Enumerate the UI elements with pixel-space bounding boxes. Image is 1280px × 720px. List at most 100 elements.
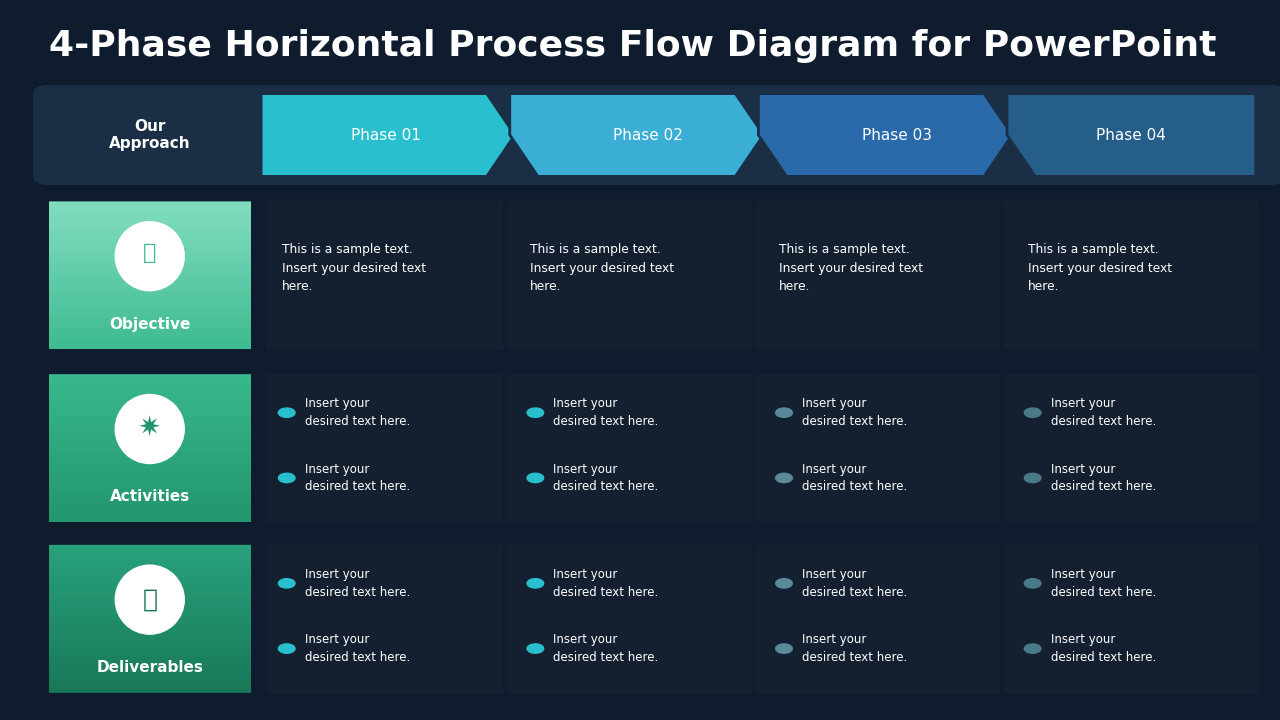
Bar: [49, 420, 251, 423]
Bar: [49, 265, 251, 268]
Bar: [49, 317, 251, 320]
Text: Insert your
desired text here.: Insert your desired text here.: [1051, 568, 1156, 598]
Bar: [49, 633, 251, 636]
Text: Phase 02: Phase 02: [613, 127, 684, 143]
Circle shape: [527, 408, 544, 418]
Bar: [49, 253, 251, 256]
Circle shape: [527, 579, 544, 588]
Ellipse shape: [115, 564, 184, 635]
Bar: [49, 216, 251, 219]
Bar: [49, 398, 251, 402]
Bar: [49, 282, 251, 285]
FancyBboxPatch shape: [504, 372, 763, 525]
Circle shape: [527, 644, 544, 653]
Bar: [49, 225, 251, 229]
Bar: [49, 546, 251, 550]
Text: Insert your
desired text here.: Insert your desired text here.: [553, 463, 658, 493]
Bar: [49, 307, 251, 310]
Circle shape: [1024, 644, 1041, 653]
Bar: [49, 672, 251, 675]
Bar: [49, 386, 251, 389]
FancyBboxPatch shape: [256, 199, 515, 352]
FancyBboxPatch shape: [1002, 372, 1261, 525]
Circle shape: [279, 644, 296, 653]
Bar: [49, 334, 251, 337]
Text: Insert your
desired text here.: Insert your desired text here.: [305, 463, 410, 493]
Bar: [49, 336, 251, 339]
Circle shape: [1024, 408, 1041, 418]
Bar: [49, 248, 251, 251]
Bar: [49, 262, 251, 266]
Bar: [49, 423, 251, 426]
Bar: [49, 504, 251, 507]
FancyBboxPatch shape: [1002, 199, 1261, 352]
Bar: [49, 410, 251, 414]
Bar: [49, 623, 251, 626]
Bar: [49, 238, 251, 241]
Circle shape: [1024, 579, 1041, 588]
FancyBboxPatch shape: [504, 542, 763, 696]
Bar: [49, 211, 251, 214]
Bar: [49, 431, 251, 433]
Bar: [49, 480, 251, 482]
Bar: [49, 206, 251, 209]
Bar: [49, 413, 251, 416]
Bar: [49, 667, 251, 670]
Bar: [49, 616, 251, 618]
Text: Insert your
desired text here.: Insert your desired text here.: [553, 397, 658, 428]
FancyBboxPatch shape: [753, 372, 1012, 525]
Bar: [49, 260, 251, 263]
Bar: [49, 258, 251, 261]
Bar: [49, 393, 251, 397]
FancyBboxPatch shape: [256, 542, 515, 696]
Bar: [49, 279, 251, 283]
Bar: [49, 300, 251, 302]
Bar: [49, 670, 251, 673]
Polygon shape: [759, 94, 1012, 176]
Bar: [49, 240, 251, 243]
Bar: [49, 638, 251, 641]
Bar: [49, 635, 251, 639]
Bar: [49, 381, 251, 384]
Text: Insert your
desired text here.: Insert your desired text here.: [801, 634, 908, 664]
Text: Insert your
desired text here.: Insert your desired text here.: [1051, 463, 1156, 493]
Bar: [49, 284, 251, 288]
Bar: [49, 657, 251, 661]
Bar: [49, 544, 251, 547]
Text: Insert your
desired text here.: Insert your desired text here.: [801, 463, 908, 493]
Bar: [49, 682, 251, 685]
Text: Insert your
desired text here.: Insert your desired text here.: [801, 397, 908, 428]
Bar: [49, 490, 251, 492]
Text: Insert your
desired text here.: Insert your desired text here.: [1051, 634, 1156, 664]
Text: ✷: ✷: [138, 415, 161, 443]
Bar: [49, 440, 251, 444]
Bar: [49, 487, 251, 490]
Bar: [49, 272, 251, 276]
Bar: [49, 233, 251, 236]
Bar: [49, 509, 251, 512]
Bar: [49, 314, 251, 318]
Bar: [49, 631, 251, 634]
Bar: [49, 559, 251, 562]
Bar: [49, 201, 251, 204]
Text: 4-Phase Horizontal Process Flow Diagram for PowerPoint: 4-Phase Horizontal Process Flow Diagram …: [49, 29, 1216, 63]
Bar: [49, 450, 251, 453]
Bar: [49, 677, 251, 680]
Polygon shape: [509, 94, 763, 176]
Bar: [49, 611, 251, 614]
Bar: [49, 581, 251, 585]
Bar: [49, 579, 251, 582]
Bar: [49, 621, 251, 624]
Circle shape: [1024, 473, 1041, 482]
Text: Phase 03: Phase 03: [861, 127, 932, 143]
Bar: [49, 660, 251, 663]
Bar: [49, 433, 251, 436]
Bar: [49, 277, 251, 280]
Circle shape: [776, 579, 792, 588]
Bar: [49, 567, 251, 570]
Text: Objective: Objective: [109, 317, 191, 332]
Bar: [49, 324, 251, 327]
Bar: [49, 418, 251, 421]
Circle shape: [776, 408, 792, 418]
Polygon shape: [1007, 94, 1256, 176]
